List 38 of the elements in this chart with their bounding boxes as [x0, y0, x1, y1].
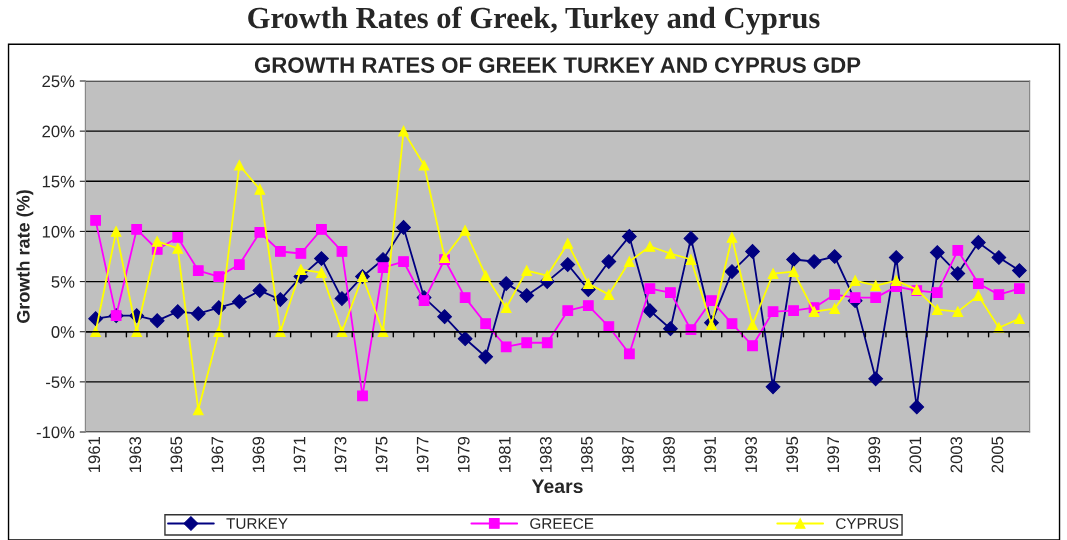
x-tick-label: 1987: [622, 437, 634, 472]
x-tick-label: 1973: [334, 436, 347, 472]
x-tick-label: 1995: [786, 436, 799, 472]
legend-label: TURKEY: [226, 518, 288, 529]
x-tick-label: 1983: [539, 436, 552, 472]
x-tick-label: 1975: [375, 436, 388, 472]
legend-label: CYPRUS: [836, 518, 899, 529]
x-tick-label: 2005: [991, 436, 1004, 473]
y-tick-label: 20%: [42, 125, 75, 138]
y-tick-label: 15%: [42, 175, 75, 188]
x-tick-label: 1979: [457, 436, 470, 472]
x-tick-label: 1997: [827, 437, 840, 472]
x-tick-label: 1969: [252, 436, 265, 472]
y-tick-label: -10%: [36, 426, 75, 439]
x-tick-label: 1993: [745, 436, 757, 472]
chart-title: Growth Rates of Greek, Turkey and Cyprus: [248, 6, 820, 35]
x-tick-label: 1999: [868, 436, 881, 472]
y-tick-label: 0%: [51, 326, 75, 338]
x-tick-label: 1963: [129, 436, 142, 472]
y-tick-label: 5%: [51, 276, 75, 288]
x-tick-label: 1967: [211, 437, 224, 472]
x-tick-label: 1985: [580, 436, 593, 472]
x-tick-label: 2003: [950, 436, 963, 473]
x-tick-label: 1989: [663, 436, 675, 472]
x-tick-label: 2001: [909, 436, 922, 473]
x-tick-label: 1991: [704, 436, 716, 472]
y-tick-label: -5%: [46, 376, 75, 389]
legend-label: GREECE: [530, 518, 594, 529]
x-tick-label: 1981: [498, 436, 511, 472]
x-axis-title: Years: [531, 479, 583, 494]
x-tick-label: 1961: [88, 436, 101, 472]
chart-subtitle: GROWTH RATES OF GREEK TURKEY AND CYPRUS GDP: [254, 57, 861, 73]
y-tick-label: 25%: [42, 75, 75, 88]
y-axis-title: Growth rate (%): [16, 190, 34, 323]
y-tick-label: 10%: [42, 225, 75, 238]
x-tick-label: 1977: [416, 437, 429, 472]
x-tick-label: 1971: [293, 436, 306, 472]
x-tick-label: 1965: [170, 436, 183, 472]
